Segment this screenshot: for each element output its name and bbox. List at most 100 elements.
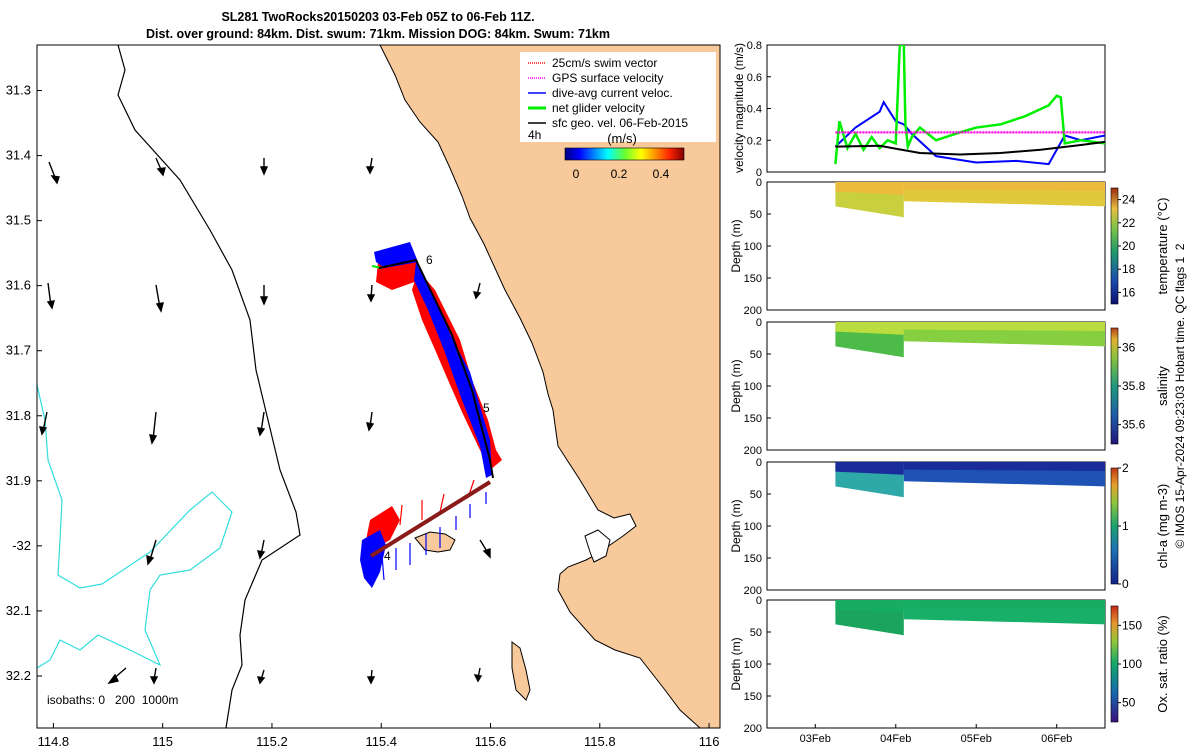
profile-y-tick-2: 100 <box>744 381 762 393</box>
map-y-tick-6: 31.9 <box>6 473 31 488</box>
profile-y-tick-0: 0 <box>756 595 762 607</box>
profile-y-tick-3: 150 <box>744 691 762 703</box>
map-panel: 4 5 6 25cm/s swim vector GPS surface vel… <box>6 44 721 749</box>
profile-colorbar <box>1110 605 1119 723</box>
profile-y-tick-0: 0 <box>756 177 762 189</box>
velocity-series-0 <box>834 100 1105 166</box>
geostrophic-arrows <box>39 157 491 685</box>
glider-track-black <box>378 258 494 479</box>
map-colorbar-tick-0: 0 <box>573 167 580 181</box>
profile-y-tick-1: 50 <box>750 349 762 361</box>
isobath-200m <box>117 45 301 728</box>
profile-swath-rest-top <box>903 600 1105 609</box>
legend-sfc-geo-vel: sfc geo. vel. 06-Feb-2015 <box>552 116 688 130</box>
profile-colorbar-label: temperature (°C) <box>1155 198 1170 295</box>
profile-y-tick-2: 100 <box>744 659 762 671</box>
profile-colorbar-tick-2: 20 <box>1122 239 1136 253</box>
map-y-tick-8: 32.1 <box>6 603 31 618</box>
velocity-panel: 0 0.2 0.4 0.6 0.8 velocity magnitude (m/s) <box>732 40 1106 179</box>
profile-colorbar <box>1110 187 1119 305</box>
coastline <box>379 45 701 728</box>
profile-swath-rest-top <box>903 462 1105 471</box>
profile-colorbar-tick-1: 1 <box>1122 519 1129 533</box>
profile-colorbar-tick-4: 24 <box>1122 193 1136 207</box>
profile-ylabel: Depth (m) <box>729 359 743 412</box>
map-y-tick-0: 31.3 <box>6 83 31 98</box>
profile-y-tick-0: 0 <box>756 457 762 469</box>
map-colorbar-tick-1: 0.2 <box>611 167 628 181</box>
profile-y-tick-2: 100 <box>744 241 762 253</box>
title-line-1: SL281 TwoRocks20150203 03-Feb 05Z to 06-… <box>221 10 534 24</box>
land-area <box>380 45 720 728</box>
velocity-series <box>834 45 1105 166</box>
profile-colorbar-tick-1: 100 <box>1122 657 1142 671</box>
velocity-y-tick-3: 0.6 <box>747 72 762 84</box>
glider-track <box>369 480 492 558</box>
profile-colorbar <box>1110 327 1119 445</box>
map-colorbar-unit: (m/s) <box>607 131 637 146</box>
legend-net-glider-velocity: net glider velocity <box>552 101 645 115</box>
profile-y-tick-2: 100 <box>744 521 762 533</box>
profile-panel-salinity: 0 50 100 150 200 Depth (m) 35.6 35.8 36 salinity <box>729 317 1170 457</box>
map-x-tick-2: 115.2 <box>256 734 288 749</box>
map-x-axis: 114.8 115 115.2 115.4 115.6 115.8 116 <box>38 723 720 749</box>
velocity-y-tick-1: 0.2 <box>747 135 762 147</box>
profile-y-tick-3: 150 <box>744 273 762 285</box>
island-rottnest <box>414 531 456 553</box>
isobath-1000m <box>37 384 233 669</box>
profile-swath-day1-top <box>835 182 904 195</box>
profile-colorbar-tick-3: 22 <box>1122 216 1136 230</box>
profile-colorbar-tick-2: 150 <box>1122 618 1142 632</box>
map-colorbar-tick-2: 0.4 <box>653 167 670 181</box>
profile-colorbar-tick-0: 50 <box>1122 696 1136 710</box>
map-y-tick-4: 31.7 <box>6 343 31 358</box>
profile-swath-day1-top <box>835 322 904 335</box>
velocity-series-4 <box>835 140 1105 156</box>
profile-y-tick-1: 50 <box>750 489 762 501</box>
peninsula-south <box>511 641 531 701</box>
legend-time-label: 4h <box>528 128 541 142</box>
map-y-axis: 31.3 31.4 31.5 31.6 31.7 31.8 31.9 -32 32.1 32.2 <box>6 83 42 683</box>
map-y-tick-7: -32 <box>12 538 31 553</box>
profile-y-tick-3: 150 <box>744 413 762 425</box>
time-tick-0: 03Feb <box>800 733 831 745</box>
day-label-5: 5 <box>483 401 490 415</box>
time-tick-1: 04Feb <box>880 733 911 745</box>
map-y-tick-1: 31.4 <box>6 148 31 163</box>
map-frame <box>36 44 721 729</box>
profile-colorbar-tick-1: 35.8 <box>1122 379 1146 393</box>
profile-colorbar-label: chl-a (mg m-3) <box>1155 484 1170 569</box>
profile-y-tick-4: 200 <box>744 585 762 597</box>
map-y-tick-9: 32.2 <box>6 668 31 683</box>
map-x-tick-6: 116 <box>699 734 720 749</box>
profile-colorbar-tick-0: 0 <box>1122 577 1129 591</box>
velocity-ylabel: velocity magnitude (m/s) <box>732 43 746 173</box>
map-x-tick-0: 114.8 <box>38 734 70 749</box>
time-tick-3: 06Feb <box>1041 733 1072 745</box>
profile-panel-temperature: 0 50 100 150 200 Depth (m) 16 18 20 22 24 temperatu… <box>729 177 1170 317</box>
legend-gps-velocity: GPS surface velocity <box>552 71 663 85</box>
time-axis: 03Feb 04Feb 05Feb 06Feb <box>800 724 1072 745</box>
profile-swath-rest-top <box>903 182 1105 191</box>
velocity-y-axis: 0 0.2 0.4 0.6 0.8 <box>747 40 771 179</box>
profile-ylabel: Depth (m) <box>729 219 743 272</box>
map-colorbar <box>564 147 685 161</box>
profile-colorbar-tick-2: 36 <box>1122 340 1136 354</box>
map-x-tick-3: 115.4 <box>365 734 397 749</box>
map-x-tick-1: 115 <box>152 734 173 749</box>
profile-y-tick-4: 200 <box>744 305 762 317</box>
velocity-y-tick-2: 0.4 <box>747 104 762 116</box>
map-legend: 25cm/s swim vector GPS surface velocity … <box>520 52 716 181</box>
velocity-y-tick-0: 0 <box>756 167 762 179</box>
legend-swim-vector: 25cm/s swim vector <box>552 56 657 70</box>
profile-ylabel: Depth (m) <box>729 637 743 690</box>
day-label-6: 6 <box>426 253 433 267</box>
profile-colorbar-tick-2: 2 <box>1122 461 1129 475</box>
profile-colorbar <box>1110 467 1119 585</box>
isobath-label: isobaths: 0 200 1000m <box>47 693 178 707</box>
profile-colorbar-tick-1: 18 <box>1122 262 1136 276</box>
map-y-tick-3: 31.6 <box>6 278 31 293</box>
